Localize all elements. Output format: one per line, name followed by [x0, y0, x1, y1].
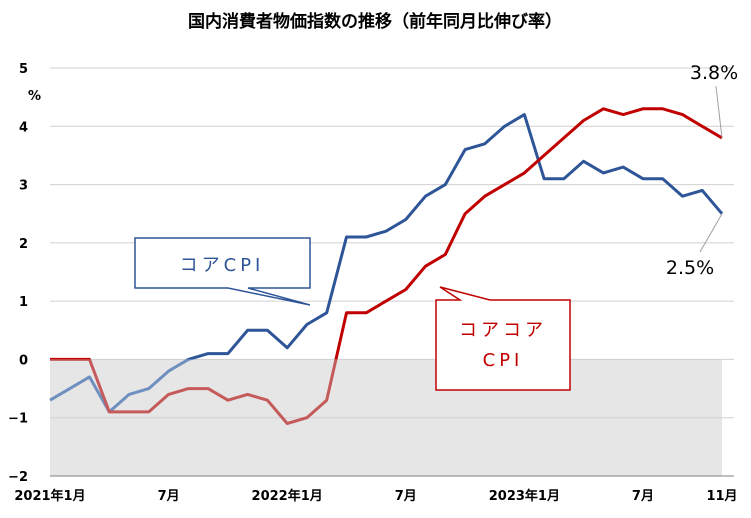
x-tick-label: 2023年1月 [489, 488, 560, 504]
y-tick-label: 0 [19, 353, 28, 368]
corecore-callout-label-line2: CPI [483, 350, 524, 371]
core-callout-box [134, 237, 311, 306]
corecore-end-leader [715, 85, 723, 139]
x-tick-label: 7月 [632, 489, 654, 504]
text-layer: 国内消費者物価指数の推移（前年同月比伸び率） % 5 4 3 2 1 0 −1 −2 2021年… [8, 11, 738, 504]
y-tick-label: −2 [8, 470, 28, 485]
chart-title: 国内消費者物価指数の推移（前年同月比伸び率） [188, 11, 562, 32]
y-tick-label: 1 [19, 295, 28, 310]
x-tick-label: 11月 [706, 489, 737, 504]
y-tick-label: 4 [19, 120, 28, 135]
series-layer [49, 107, 724, 425]
series-line-negative [49, 359, 194, 414]
corecore-end-value-label: 3.8% [690, 62, 738, 84]
core-end-value-label: 2.5% [666, 257, 714, 279]
y-tick-label: 3 [19, 179, 28, 194]
series-1 [50, 107, 723, 425]
y-tick-label: 2 [19, 237, 28, 252]
core-callout-label: コアCPI [180, 255, 265, 276]
series-line-negative [50, 359, 338, 425]
y-axis-unit: % [28, 89, 41, 104]
callouts [134, 85, 723, 391]
x-tick-label: 2021年1月 [14, 488, 85, 504]
series-line-positive [185, 113, 724, 360]
corecore-callout-box [435, 286, 571, 391]
x-tick-label: 7月 [395, 489, 417, 504]
series-0 [49, 113, 724, 414]
y-tick-label: −1 [8, 412, 28, 427]
y-tick-label: 5 [19, 62, 28, 77]
x-tick-label: 2022年1月 [252, 488, 323, 504]
series-line-positive [50, 107, 723, 360]
core-end-leader [699, 213, 723, 253]
corecore-callout-label-line1: コアコア [459, 320, 547, 341]
x-tick-label: 7月 [158, 489, 180, 504]
